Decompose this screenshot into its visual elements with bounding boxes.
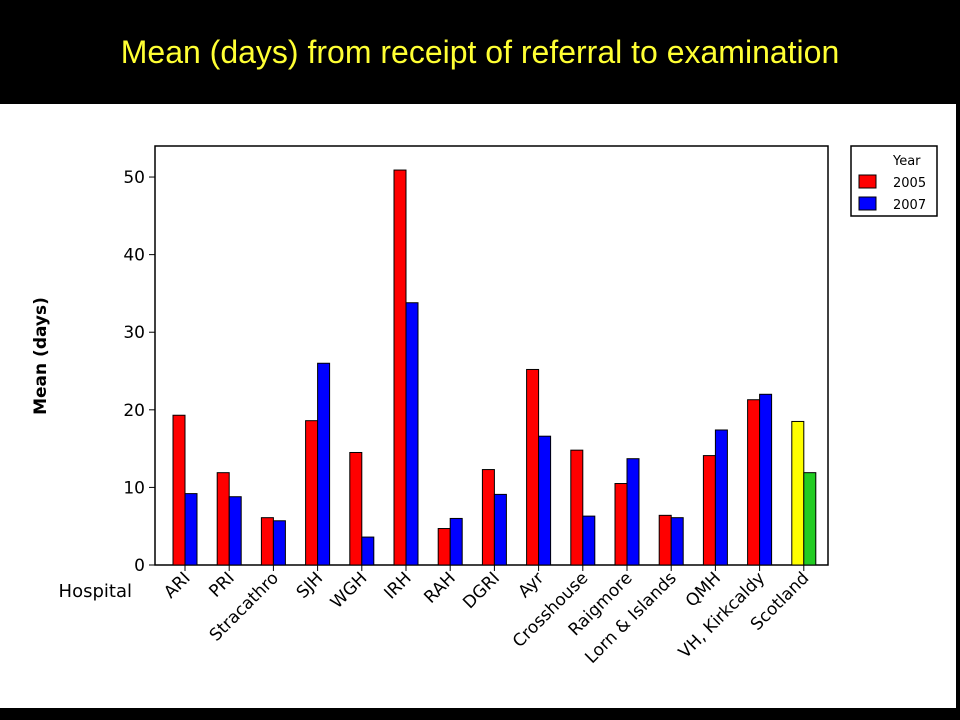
x-tick-label: ARI	[160, 568, 194, 602]
legend-swatch-2005	[858, 174, 877, 189]
chart-panel: 0 10 20 30 40 50 ARI PRI Stracathro SJH WGH IRH RAH…	[0, 104, 956, 708]
bar-2007-rah	[449, 517, 463, 566]
bar-2007-raigmore	[626, 458, 640, 566]
bar-2005-wgh	[349, 451, 363, 566]
legend: Year 2005 2007	[850, 145, 938, 217]
bar-2007-irh	[405, 302, 419, 566]
x-tick-label: RAH	[420, 568, 459, 607]
legend-label-2005: 2005	[893, 176, 926, 191]
bar-2007-dgri	[493, 493, 507, 566]
x-tick-label: Ayr	[515, 568, 549, 602]
bar-2007-scotland	[803, 472, 817, 566]
x-tick-label: IRH	[380, 568, 415, 603]
y-tick-label: 20	[123, 401, 145, 421]
bar-2007-sjh	[317, 362, 331, 566]
y-tick-label: 50	[123, 168, 145, 188]
y-tick-label: 10	[123, 478, 145, 498]
bar-2005-qmh	[702, 455, 716, 566]
slide-title: Mean (days) from receipt of referral to …	[120, 34, 840, 70]
bar-2007-ayr	[538, 435, 552, 566]
bar-2005-ayr	[526, 368, 540, 566]
bar-2005-sjh	[305, 420, 319, 566]
bar-2005-lorn-islands	[658, 514, 672, 566]
x-tick-label: WGH	[327, 568, 371, 612]
bar-2005-vh-kirkcaldy	[747, 399, 761, 566]
bars	[172, 169, 817, 566]
legend-title: Year	[892, 154, 921, 169]
x-tick-label: PRI	[205, 568, 238, 601]
bar-2007-qmh	[714, 429, 728, 566]
bar-2005-scotland	[791, 420, 805, 566]
y-tick-label: 30	[123, 323, 145, 343]
bar-2005-irh	[393, 169, 407, 566]
bar-2005-stracathro	[260, 517, 274, 566]
bar-2005-ari	[172, 414, 186, 566]
legend-swatch-2007	[858, 196, 877, 211]
bar-2007-pri	[228, 496, 242, 566]
bar-2005-pri	[216, 472, 230, 566]
bar-2005-raigmore	[614, 483, 628, 566]
bar-2007-ari	[184, 493, 198, 566]
x-tick-label: DGRI	[459, 568, 504, 613]
x-tick-label: SJH	[293, 568, 327, 602]
bar-2007-crosshouse	[582, 515, 596, 566]
y-tick-label: 40	[123, 246, 145, 266]
y-axis-title: Mean (days)	[31, 297, 51, 415]
bar-2005-crosshouse	[570, 449, 584, 566]
bar-2007-stracathro	[272, 520, 286, 566]
bar-2007-wgh	[361, 536, 375, 566]
bar-2007-vh-kirkcaldy	[759, 393, 773, 566]
bar-2007-lorn-islands	[670, 517, 684, 566]
bar-2005-rah	[437, 528, 451, 566]
x-axis-title: Hospital	[59, 581, 132, 602]
bar-2005-dgri	[481, 469, 495, 566]
legend-label-2007: 2007	[893, 198, 926, 213]
y-axis: 0 10 20 30 40 50	[123, 168, 155, 576]
y-tick-label: 0	[134, 556, 145, 576]
title-bar: Mean (days) from receipt of referral to …	[0, 0, 960, 104]
